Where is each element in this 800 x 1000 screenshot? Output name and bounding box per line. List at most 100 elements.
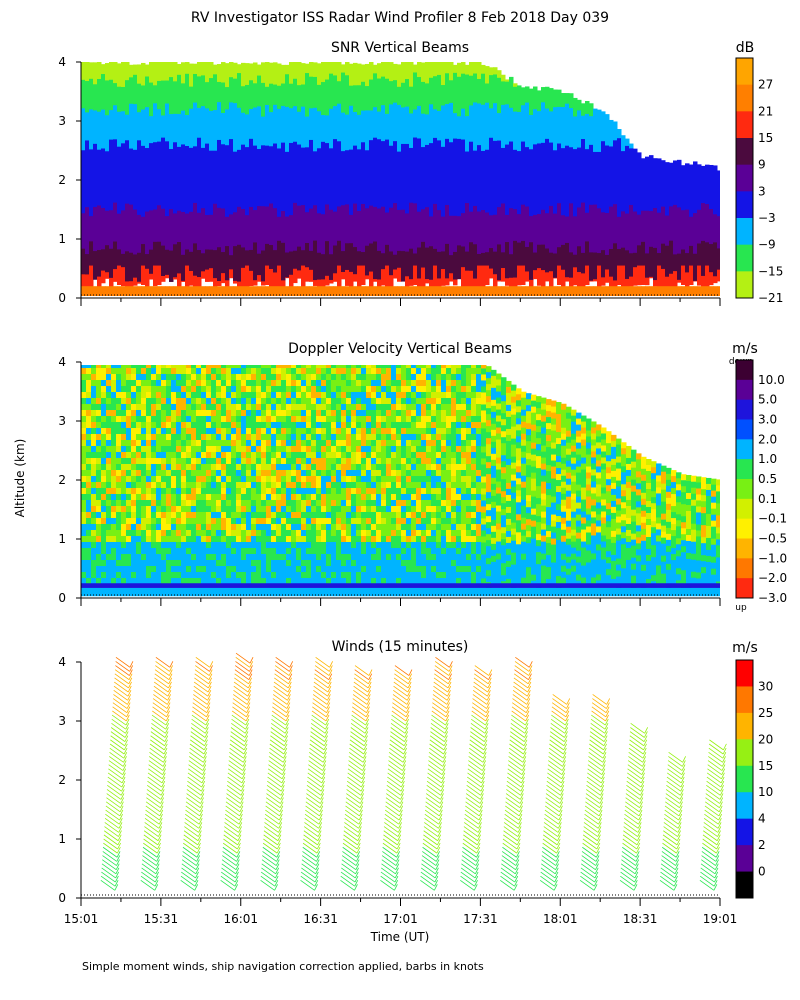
doppler-cell (521, 547, 527, 555)
doppler-cell (86, 386, 92, 393)
doppler-cell (216, 452, 222, 459)
snr-cell (157, 62, 162, 82)
doppler-cell (561, 457, 567, 465)
doppler-cell (291, 392, 297, 399)
doppler-cell (266, 470, 272, 477)
snr-cell (105, 63, 110, 81)
doppler-cell (351, 578, 357, 585)
doppler-cell (306, 530, 312, 537)
doppler-cell (256, 518, 262, 525)
snr-cell (241, 144, 246, 210)
snr-cell (381, 253, 386, 270)
doppler-cell (521, 445, 527, 453)
doppler-cell (496, 379, 502, 387)
doppler-cell (161, 536, 167, 543)
doppler-cell (381, 440, 387, 447)
snr-cell (513, 209, 518, 242)
snr-cell (297, 144, 302, 207)
doppler-cell (456, 506, 462, 513)
snr-cell (329, 108, 334, 149)
doppler-cell (121, 506, 127, 513)
doppler-cell (161, 500, 167, 507)
doppler-cell (511, 504, 517, 512)
doppler-cell (366, 524, 372, 531)
snr-cell (665, 162, 670, 217)
doppler-cell (296, 404, 302, 411)
doppler-cell (381, 374, 387, 381)
doppler-cell (161, 554, 167, 561)
doppler-cell (106, 374, 112, 381)
doppler-cell (331, 542, 337, 549)
doppler-cell (451, 440, 457, 447)
doppler-cell (306, 416, 312, 423)
doppler-cell (316, 404, 322, 411)
doppler-cell (481, 494, 487, 501)
doppler-cell (326, 536, 332, 543)
doppler-cell (401, 518, 407, 525)
snr-cell (133, 209, 138, 255)
snr-cell (329, 73, 334, 110)
snr-cell (585, 241, 590, 269)
doppler-cell (81, 464, 87, 471)
snr-cell (273, 84, 278, 106)
doppler-cell (516, 526, 522, 533)
doppler-cell (511, 408, 517, 416)
snr-cell (677, 253, 682, 281)
snr-cell (501, 286, 506, 296)
doppler-cell (551, 442, 557, 450)
snr-cell (117, 265, 122, 286)
doppler-cell (526, 471, 532, 478)
doppler-cell (326, 410, 332, 417)
doppler-cell (286, 512, 292, 519)
snr-cell (209, 214, 214, 251)
doppler-cell (221, 470, 227, 477)
doppler-cell (216, 386, 222, 393)
doppler-cell (276, 506, 282, 513)
doppler-cell (266, 365, 272, 369)
doppler-cell (566, 508, 572, 516)
doppler-cell (281, 578, 287, 585)
doppler-cell (331, 488, 337, 495)
doppler-cell (411, 464, 417, 471)
doppler-cell (521, 505, 527, 513)
snr-cell (657, 158, 662, 214)
doppler-cell (596, 424, 602, 431)
doppler-cell (551, 400, 557, 408)
doppler-cell (371, 464, 377, 471)
doppler-cell (291, 386, 297, 393)
snr-cell (181, 286, 186, 296)
doppler-cell (131, 428, 137, 435)
snr-cell (89, 149, 94, 217)
doppler-cell (296, 398, 302, 405)
doppler-cell (86, 434, 92, 441)
doppler-cell (106, 422, 112, 429)
doppler-cell (266, 572, 272, 579)
doppler-cell (276, 560, 282, 567)
doppler-cell (391, 512, 397, 519)
doppler-cell (331, 398, 337, 405)
doppler-cell (391, 470, 397, 477)
doppler-cell (516, 574, 522, 581)
doppler-cell (561, 523, 567, 531)
doppler-cell (341, 494, 347, 501)
doppler-cell (251, 530, 257, 537)
snr-cell (425, 286, 430, 296)
doppler-cell (431, 572, 437, 579)
doppler-cell (466, 386, 472, 393)
doppler-cell (221, 572, 227, 579)
doppler-cell (576, 490, 582, 498)
doppler-cell (366, 404, 372, 411)
doppler-cell (171, 566, 177, 573)
doppler-cell (486, 474, 492, 481)
snr-cell (669, 286, 674, 296)
snr-cell (537, 143, 542, 215)
snr-cell (101, 207, 106, 250)
doppler-cell (321, 392, 327, 399)
doppler-cell (171, 440, 177, 447)
doppler-cell (211, 446, 217, 453)
doppler-cell (206, 386, 212, 393)
doppler-cell (136, 458, 142, 465)
doppler-cell (326, 470, 332, 477)
doppler-cell (391, 476, 397, 483)
snr-cell (297, 286, 302, 296)
